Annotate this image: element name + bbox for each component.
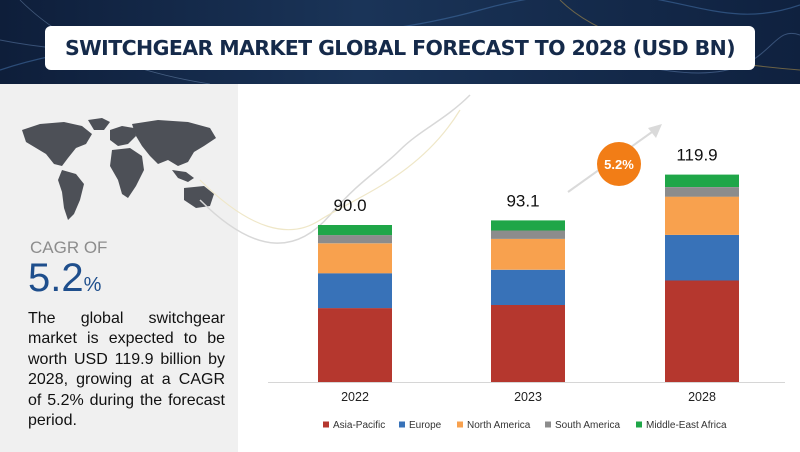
bar-segment-south-america-2023 [491,230,565,239]
total-label-2028: 119.9 [676,146,717,165]
bar-segment-north-america-2023 [491,238,565,270]
bar-segment-europe-2023 [491,269,565,305]
cagr-value: 5.2% [28,256,101,301]
legend-label-asia-pacific: Asia-Pacific [333,420,385,431]
legend-swatch-north-america [457,421,463,428]
legend-label-south-america: South America [555,420,620,431]
bar-segment-europe-2022 [318,273,392,309]
bar-segment-north-america-2022 [318,243,392,274]
bar-segment-middle-east-africa-2028 [665,174,739,187]
bar-segment-middle-east-africa-2022 [318,225,392,236]
x-tick-label-2028: 2028 [688,390,716,404]
background-swoosh-line [199,94,471,244]
bar-segment-north-america-2028 [665,196,739,235]
page-title: SWITCHGEAR MARKET GLOBAL FORECAST TO 202… [65,36,736,60]
bar-segment-asia-pacific-2028 [665,280,739,382]
cagr-label: CAGR OF [30,238,108,257]
bar-segment-asia-pacific-2022 [318,308,392,382]
legend-label-north-america: North America [467,420,531,431]
header-banner: SWITCHGEAR MARKET GLOBAL FORECAST TO 202… [0,0,800,84]
total-label-2022: 90.0 [333,196,366,215]
legend-swatch-middle-east-africa [636,421,642,428]
legend-swatch-europe [399,421,405,428]
cagr-unit: % [83,274,102,296]
growth-badge-label: 5.2% [604,157,634,172]
world-map-icon [22,118,216,220]
legend-label-europe: Europe [409,420,442,431]
bar-segment-south-america-2022 [318,235,392,244]
legend-swatch-south-america [545,421,551,428]
legend-swatch-asia-pacific [323,421,329,428]
growth-badge-circle [597,142,641,186]
total-label-2023: 93.1 [506,191,539,210]
bar-segment-middle-east-africa-2023 [491,220,565,231]
growth-arrow-head [648,124,662,138]
cagr-number: 5.2 [28,256,84,300]
x-tick-label-2022: 2022 [341,390,369,404]
x-tick-label-2023: 2023 [514,390,542,404]
bar-segment-europe-2028 [665,234,739,281]
background-swoosh-line [199,109,461,231]
legend-label-middle-east-africa: Middle-East Africa [646,420,727,431]
title-box: SWITCHGEAR MARKET GLOBAL FORECAST TO 202… [45,26,755,70]
market-description: The global switchgear market is expected… [28,310,225,430]
bar-segment-asia-pacific-2023 [491,305,565,382]
bar-segment-south-america-2028 [665,187,739,197]
